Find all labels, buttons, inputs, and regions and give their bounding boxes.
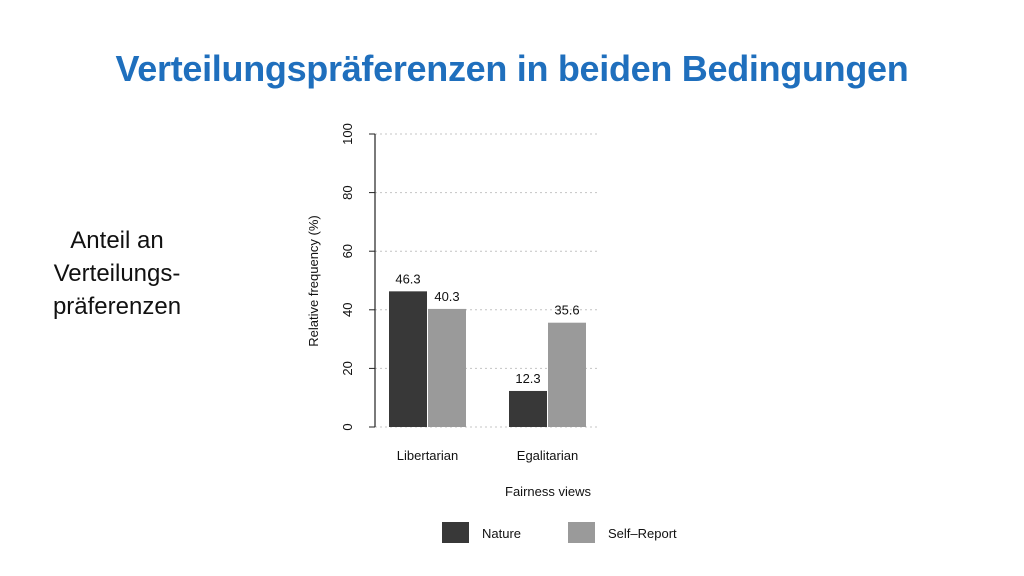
y-axis-title: Relative frequency (%) xyxy=(306,215,321,347)
side-label-line-2: Verteilungs- xyxy=(53,260,181,287)
bar-self-report-1 xyxy=(548,322,586,427)
y-tick-label: 60 xyxy=(340,244,355,258)
data-label: 35.6 xyxy=(554,303,579,318)
data-label: 12.3 xyxy=(515,371,540,386)
y-tick-label: 40 xyxy=(340,303,355,317)
x-axis-title: Fairness views xyxy=(505,484,591,499)
data-label: 40.3 xyxy=(434,289,459,304)
side-label-line-1: Anteil an xyxy=(70,227,164,254)
legend-swatch-1 xyxy=(568,522,595,543)
y-tick-label: 0 xyxy=(340,423,355,430)
side-label-line-3: präferenzen xyxy=(52,293,182,320)
category-label: Egalitarian xyxy=(517,448,578,463)
legend-swatch-0 xyxy=(442,522,469,543)
y-tick-label: 80 xyxy=(340,185,355,199)
bar-nature-0 xyxy=(389,291,427,427)
category-label: Libertarian xyxy=(397,448,458,463)
y-tick-label: 20 xyxy=(340,361,355,375)
data-label: 46.3 xyxy=(395,271,420,286)
bar-nature-1 xyxy=(509,390,547,427)
legend-label-1: Self–Report xyxy=(608,526,677,541)
slide-title: Verteilungspräferenzen in beiden Bedingu… xyxy=(115,48,909,89)
bar-self-report-0 xyxy=(428,308,466,427)
y-tick-label: 100 xyxy=(340,123,355,145)
side-label: Anteil an Verteilungs- präferenzen xyxy=(28,224,206,323)
legend-label-0: Nature xyxy=(482,526,521,541)
